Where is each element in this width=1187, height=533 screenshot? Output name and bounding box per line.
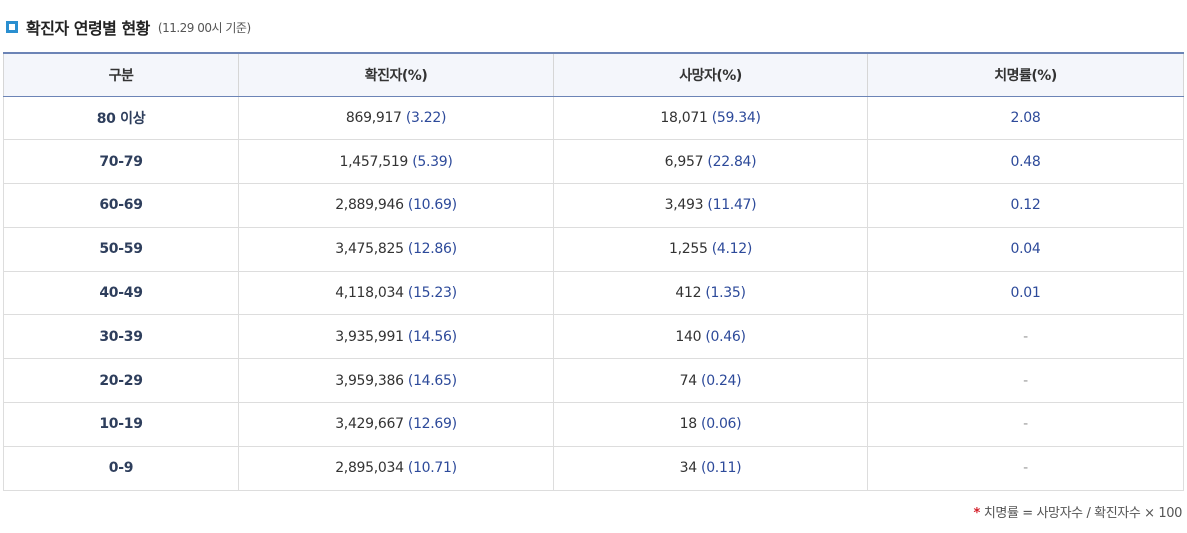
confirmed-cell: 3,959,386 (14.65) xyxy=(238,358,554,404)
confirmed-cell: 1,457,519 (5.39) xyxy=(238,139,554,185)
deaths-percent: (0.06) xyxy=(701,416,742,433)
age-group-cell: 60-69 xyxy=(3,183,239,228)
deaths-count: 74 xyxy=(679,372,698,389)
confirmed-cell: 3,429,667 (12.69) xyxy=(238,402,554,447)
confirmed-cell: 3,935,991 (14.56) xyxy=(238,314,554,360)
deaths-percent: (59.34) xyxy=(711,109,761,126)
confirmed-cell: 4,118,034 (15.23) xyxy=(238,270,554,316)
age-group-cell: 30-39 xyxy=(3,314,239,360)
deaths-percent: (11.47) xyxy=(707,197,757,214)
deaths-percent: (0.11) xyxy=(701,460,742,477)
table-row: 70-79 1,457,519 (5.39) 6,957 (22.84) 0.48 xyxy=(3,139,1184,185)
confirmed-percent: (15.23) xyxy=(407,285,457,302)
footnote-text: 치명률 = 사망자수 / 확진자수 × 100 xyxy=(983,506,1183,521)
confirmed-cell: 2,895,034 (10.71) xyxy=(238,445,554,491)
age-stats-table-wrapper: 구분 확진자(%) 사망자(%) 치명률(%) 80 이상 869,917 (3.… xyxy=(3,52,1184,491)
confirmed-count: 1,457,519 xyxy=(339,153,409,170)
confirmed-count: 3,935,991 xyxy=(335,328,404,345)
confirmed-count: 2,889,946 xyxy=(335,197,404,214)
deaths-percent: (22.84) xyxy=(707,153,757,170)
confirmed-count: 4,118,034 xyxy=(335,285,404,302)
table-row: 10-19 3,429,667 (12.69) 18 (0.06) - xyxy=(3,402,1184,447)
age-group-cell: 50-59 xyxy=(3,226,239,272)
fatality-rate-cell: 2.08 xyxy=(867,95,1184,141)
confirmed-percent: (10.69) xyxy=(407,197,457,214)
fatality-rate-cell: 0.48 xyxy=(867,139,1184,185)
deaths-count: 18,071 xyxy=(660,109,708,126)
deaths-count: 34 xyxy=(679,460,698,477)
deaths-percent: (0.46) xyxy=(705,328,746,345)
fatality-rate-cell: - xyxy=(867,358,1184,404)
deaths-count: 3,493 xyxy=(664,197,704,214)
confirmed-cell: 3,475,825 (12.86) xyxy=(238,226,554,272)
confirmed-count: 869,917 xyxy=(345,109,402,126)
confirmed-percent: (10.71) xyxy=(407,460,457,477)
age-group-cell: 10-19 xyxy=(3,402,239,447)
deaths-percent: (4.12) xyxy=(711,241,753,258)
confirmed-percent: (12.86) xyxy=(407,241,457,258)
section-timestamp: (11.29 00시 기준) xyxy=(157,20,251,35)
confirmed-percent: (14.56) xyxy=(407,328,457,345)
age-group-cell: 70-79 xyxy=(3,139,239,185)
confirmed-percent: (14.65) xyxy=(407,372,457,389)
deaths-cell: 6,957 (22.84) xyxy=(553,139,868,185)
table-row: 30-39 3,935,991 (14.56) 140 (0.46) - xyxy=(3,314,1184,360)
confirmed-percent: (3.22) xyxy=(405,109,447,126)
age-group-cell: 40-49 xyxy=(3,270,239,316)
deaths-percent: (1.35) xyxy=(705,285,746,302)
table-row: 60-69 2,889,946 (10.69) 3,493 (11.47) 0.12 xyxy=(3,183,1184,228)
age-stats-table: 구분 확진자(%) 사망자(%) 치명률(%) 80 이상 869,917 (3.… xyxy=(3,52,1184,491)
fatality-rate-cell: 0.04 xyxy=(867,226,1184,272)
deaths-cell: 3,493 (11.47) xyxy=(553,183,868,228)
deaths-count: 6,957 xyxy=(664,153,704,170)
section-title: 확진자 연령별 현황 xyxy=(26,19,150,38)
confirmed-count: 2,895,034 xyxy=(335,460,404,477)
table-row: 20-29 3,959,386 (14.65) 74 (0.24) - xyxy=(3,358,1184,404)
deaths-cell: 140 (0.46) xyxy=(553,314,868,360)
confirmed-count: 3,959,386 xyxy=(335,372,404,389)
confirmed-percent: (12.69) xyxy=(407,416,457,433)
table-body: 80 이상 869,917 (3.22) 18,071 (59.34) 2.08 70-… xyxy=(3,95,1184,491)
square-bullet-icon xyxy=(6,21,18,33)
table-header: 구분 확진자(%) 사망자(%) 치명률(%) xyxy=(3,52,1184,97)
deaths-cell: 34 (0.11) xyxy=(553,445,868,491)
age-group-cell: 20-29 xyxy=(3,358,239,404)
confirmed-count: 3,429,667 xyxy=(335,416,404,433)
deaths-count: 18 xyxy=(679,416,698,433)
column-header-category: 구분 xyxy=(3,52,239,97)
confirmed-cell: 2,889,946 (10.69) xyxy=(238,183,554,228)
column-header-fatality: 치명률(%) xyxy=(867,52,1184,97)
deaths-cell: 18,071 (59.34) xyxy=(553,95,868,141)
deaths-cell: 1,255 (4.12) xyxy=(553,226,868,272)
age-group-cell: 0-9 xyxy=(3,445,239,491)
age-group-cell: 80 이상 xyxy=(3,95,239,141)
deaths-count: 140 xyxy=(675,328,702,345)
table-row: 50-59 3,475,825 (12.86) 1,255 (4.12) 0.04 xyxy=(3,226,1184,272)
table-row: 0-9 2,895,034 (10.71) 34 (0.11) - xyxy=(3,445,1184,491)
deaths-percent: (0.24) xyxy=(701,372,742,389)
column-header-confirmed: 확진자(%) xyxy=(238,52,554,97)
fatality-rate-cell: 0.12 xyxy=(867,183,1184,228)
fatality-rate-cell: - xyxy=(867,314,1184,360)
column-header-deaths: 사망자(%) xyxy=(553,52,868,97)
deaths-count: 412 xyxy=(675,285,702,302)
table-row: 80 이상 869,917 (3.22) 18,071 (59.34) 2.08 xyxy=(3,95,1184,141)
footnote-asterisk: * xyxy=(973,506,980,521)
fatality-formula-footnote: * 치명률 = 사망자수 / 확진자수 × 100 xyxy=(973,502,1182,521)
deaths-cell: 18 (0.06) xyxy=(553,402,868,447)
deaths-cell: 74 (0.24) xyxy=(553,358,868,404)
confirmed-count: 3,475,825 xyxy=(335,241,404,258)
confirmed-cell: 869,917 (3.22) xyxy=(238,95,554,141)
section-header: 확진자 연령별 현황 (11.29 00시 기준) xyxy=(6,14,251,40)
fatality-rate-cell: - xyxy=(867,402,1184,447)
table-header-row: 구분 확진자(%) 사망자(%) 치명률(%) xyxy=(3,52,1184,97)
deaths-cell: 412 (1.35) xyxy=(553,270,868,316)
fatality-rate-cell: - xyxy=(867,445,1184,491)
table-row: 40-49 4,118,034 (15.23) 412 (1.35) 0.01 xyxy=(3,270,1184,316)
deaths-count: 1,255 xyxy=(668,241,708,258)
fatality-rate-cell: 0.01 xyxy=(867,270,1184,316)
confirmed-percent: (5.39) xyxy=(412,153,453,170)
